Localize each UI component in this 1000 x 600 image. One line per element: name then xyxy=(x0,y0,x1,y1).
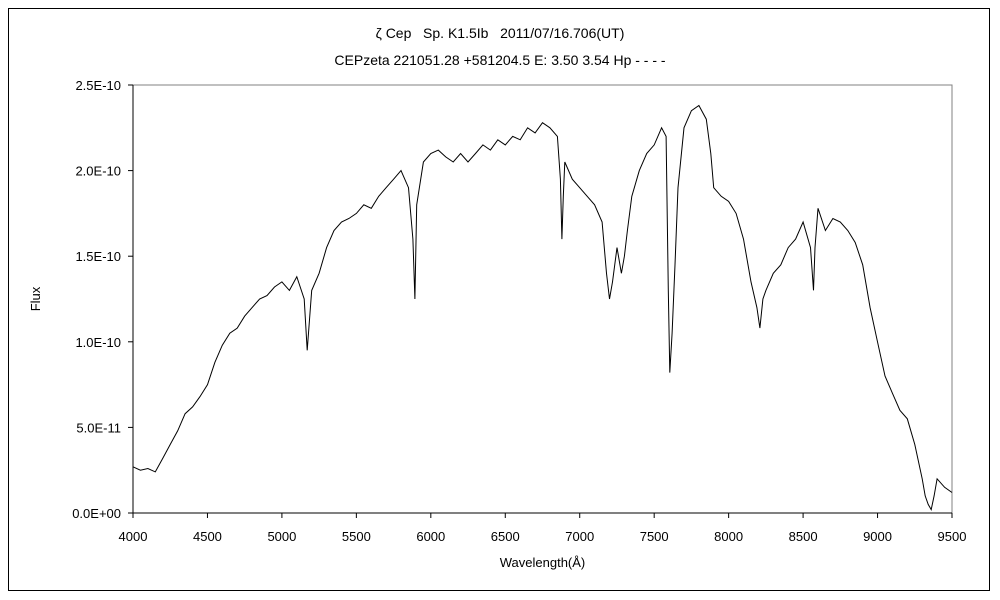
x-tick-label: 9000 xyxy=(863,529,892,544)
x-tick-label: 9500 xyxy=(938,529,967,544)
chart-title: ζ Cep Sp. K1.5Ib 2011/07/16.706(UT) xyxy=(375,25,625,41)
plot-area xyxy=(132,84,953,514)
x-axis-label: Wavelength(Å) xyxy=(500,555,586,570)
y-tick-label: 5.0E-11 xyxy=(76,420,121,435)
y-tick-label: 2.5E-10 xyxy=(75,78,121,93)
y-axis: 0.0E+00 5.0E-11 1.0E-10 1.5E-10 2.0E-10 2.5E-… xyxy=(72,78,134,521)
x-tick-label: 4500 xyxy=(193,529,222,544)
x-tick-label: 6500 xyxy=(491,529,520,544)
x-tick-label: 5000 xyxy=(267,529,296,544)
y-tick-label: 2.0E-10 xyxy=(75,164,121,179)
x-tick-label: 7000 xyxy=(565,529,594,544)
x-tick-label: 8000 xyxy=(714,529,743,544)
x-tick-label: 5500 xyxy=(342,529,371,544)
y-tick-label: 0.0E+00 xyxy=(72,506,121,521)
x-tick-label: 8500 xyxy=(789,529,818,544)
x-tick-label: 4000 xyxy=(119,529,148,544)
x-axis: 4000 4500 5000 5500 6000 6500 7000 7500 8000 8500… xyxy=(119,512,967,544)
series-line-flux xyxy=(132,104,953,511)
y-tick-label: 1.5E-10 xyxy=(75,249,121,264)
y-tick-label: 1.0E-10 xyxy=(75,335,121,350)
y-axis-label: Flux xyxy=(28,286,43,311)
x-tick-label: 7500 xyxy=(640,529,669,544)
chart-subtitle: CEPzeta 221051.28 +581204.5 E: 3.50 3.54… xyxy=(334,52,666,68)
x-tick-label: 6000 xyxy=(416,529,445,544)
chart-frame xyxy=(8,8,990,591)
